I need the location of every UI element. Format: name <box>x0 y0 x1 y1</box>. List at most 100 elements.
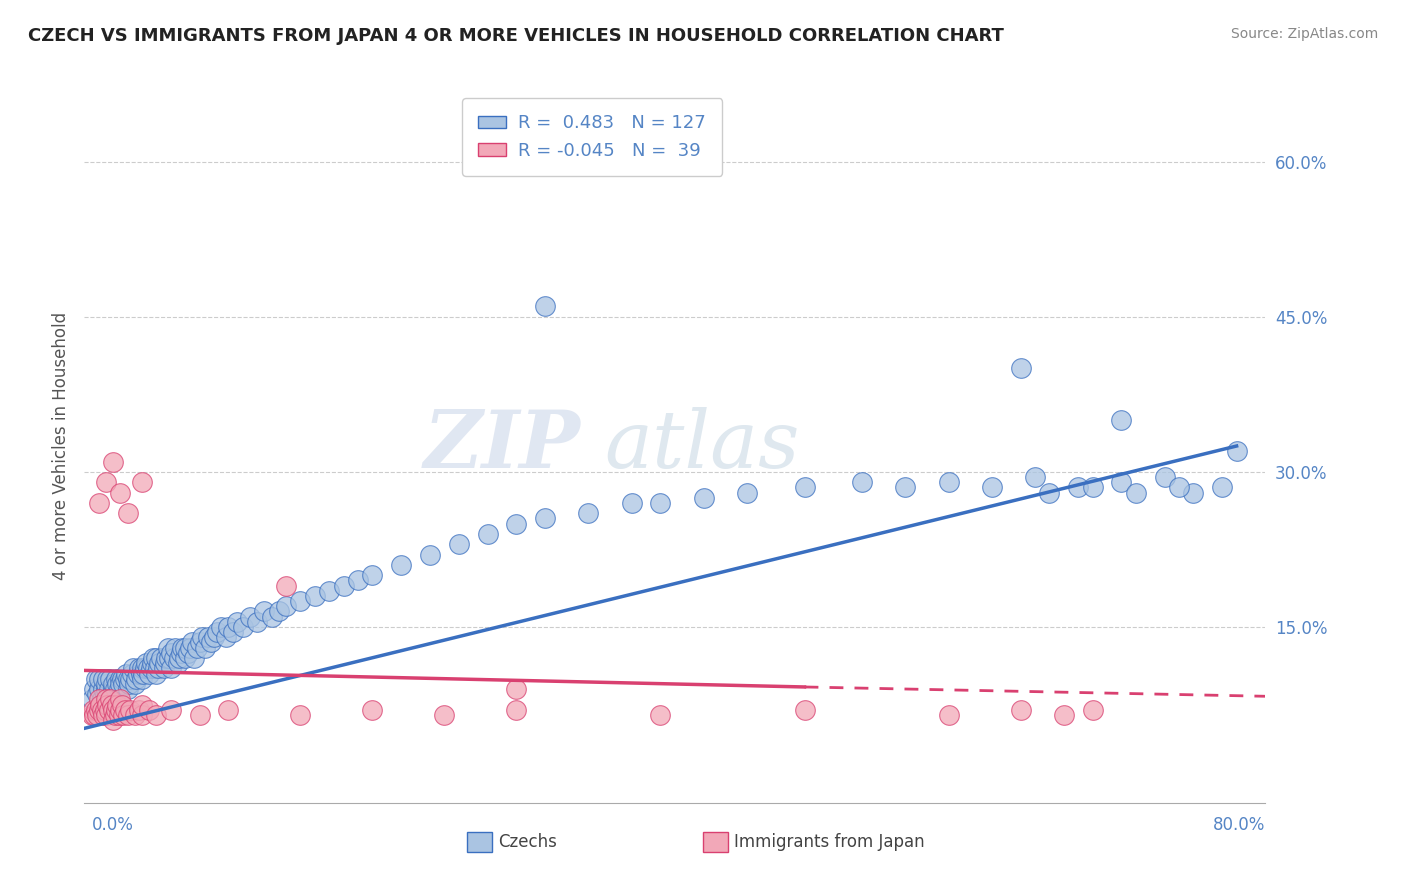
Point <box>217 703 239 717</box>
Point <box>110 672 132 686</box>
Point <box>110 677 132 691</box>
Point <box>87 672 110 686</box>
Point <box>87 703 110 717</box>
Point <box>534 511 557 525</box>
Point <box>152 661 174 675</box>
Point <box>209 620 232 634</box>
Point <box>1081 480 1104 494</box>
Point <box>108 681 131 696</box>
Point <box>419 548 441 562</box>
Point <box>157 651 180 665</box>
Point <box>114 703 136 717</box>
Point <box>217 620 239 634</box>
Point <box>87 496 110 510</box>
Point <box>98 692 121 706</box>
Legend: R =  0.483   N = 127, R = -0.045   N =  39: R = 0.483 N = 127, R = -0.045 N = 39 <box>463 98 723 176</box>
Point <box>149 651 172 665</box>
Point <box>80 692 103 706</box>
Point <box>290 594 312 608</box>
Point <box>131 661 153 675</box>
Point <box>97 681 120 696</box>
Point <box>145 651 167 665</box>
Point <box>98 672 121 686</box>
Point <box>1182 485 1205 500</box>
Point <box>145 707 167 722</box>
Text: atlas: atlas <box>605 408 800 484</box>
Point <box>100 698 122 712</box>
Point <box>205 625 228 640</box>
Point <box>332 579 354 593</box>
Point <box>534 299 557 313</box>
Point <box>115 666 138 681</box>
Point <box>131 698 153 712</box>
Text: Source: ZipAtlas.com: Source: ZipAtlas.com <box>1230 27 1378 41</box>
Point <box>1038 485 1060 500</box>
Point <box>1211 480 1233 494</box>
Point <box>87 681 110 696</box>
Point <box>87 692 110 706</box>
Point <box>131 672 153 686</box>
Point <box>239 609 262 624</box>
Point <box>146 661 169 675</box>
Point <box>145 666 167 681</box>
Point <box>1153 470 1175 484</box>
Point <box>80 707 103 722</box>
Point <box>101 713 124 727</box>
Point <box>124 677 146 691</box>
Point <box>153 656 176 670</box>
Point <box>232 620 254 634</box>
Point <box>112 677 135 691</box>
Point <box>117 707 139 722</box>
Point <box>93 687 115 701</box>
Point <box>128 703 150 717</box>
Point <box>318 583 340 598</box>
Point <box>650 496 672 510</box>
Point <box>222 625 245 640</box>
Point <box>174 640 197 655</box>
Point <box>138 703 160 717</box>
Point <box>96 672 118 686</box>
Point <box>132 666 155 681</box>
Point <box>1053 707 1076 722</box>
Point <box>93 703 115 717</box>
Point <box>128 661 150 675</box>
Point <box>142 651 165 665</box>
Point <box>274 579 297 593</box>
Y-axis label: 4 or more Vehicles in Household: 4 or more Vehicles in Household <box>52 312 70 580</box>
Point <box>94 692 117 706</box>
Point <box>89 698 111 712</box>
Point <box>91 681 114 696</box>
Point <box>938 475 960 490</box>
Point <box>202 630 225 644</box>
Point <box>347 574 370 588</box>
Point <box>100 687 122 701</box>
Point <box>86 687 108 701</box>
Point <box>361 568 384 582</box>
Text: CZECH VS IMMIGRANTS FROM JAPAN 4 OR MORE VEHICLES IN HOUSEHOLD CORRELATION CHART: CZECH VS IMMIGRANTS FROM JAPAN 4 OR MORE… <box>28 27 1004 45</box>
Point <box>1111 475 1133 490</box>
Point <box>120 672 142 686</box>
Text: 0.0%: 0.0% <box>91 816 134 834</box>
Point <box>82 703 104 717</box>
Point <box>148 656 170 670</box>
Point <box>620 496 643 510</box>
Point <box>505 516 527 531</box>
Point <box>290 707 312 722</box>
Text: 80.0%: 80.0% <box>1213 816 1265 834</box>
Point <box>131 707 153 722</box>
Point <box>1024 470 1046 484</box>
Point <box>389 558 412 572</box>
Point <box>578 506 600 520</box>
Point <box>191 630 214 644</box>
Point <box>1010 703 1032 717</box>
Text: Czechs: Czechs <box>498 833 557 851</box>
Point <box>105 672 128 686</box>
Point <box>246 615 269 629</box>
Point <box>735 485 758 500</box>
Point <box>186 640 208 655</box>
Point <box>505 703 527 717</box>
Text: Immigrants from Japan: Immigrants from Japan <box>734 833 925 851</box>
Point <box>505 681 527 696</box>
Point <box>194 640 217 655</box>
Point <box>117 506 139 520</box>
